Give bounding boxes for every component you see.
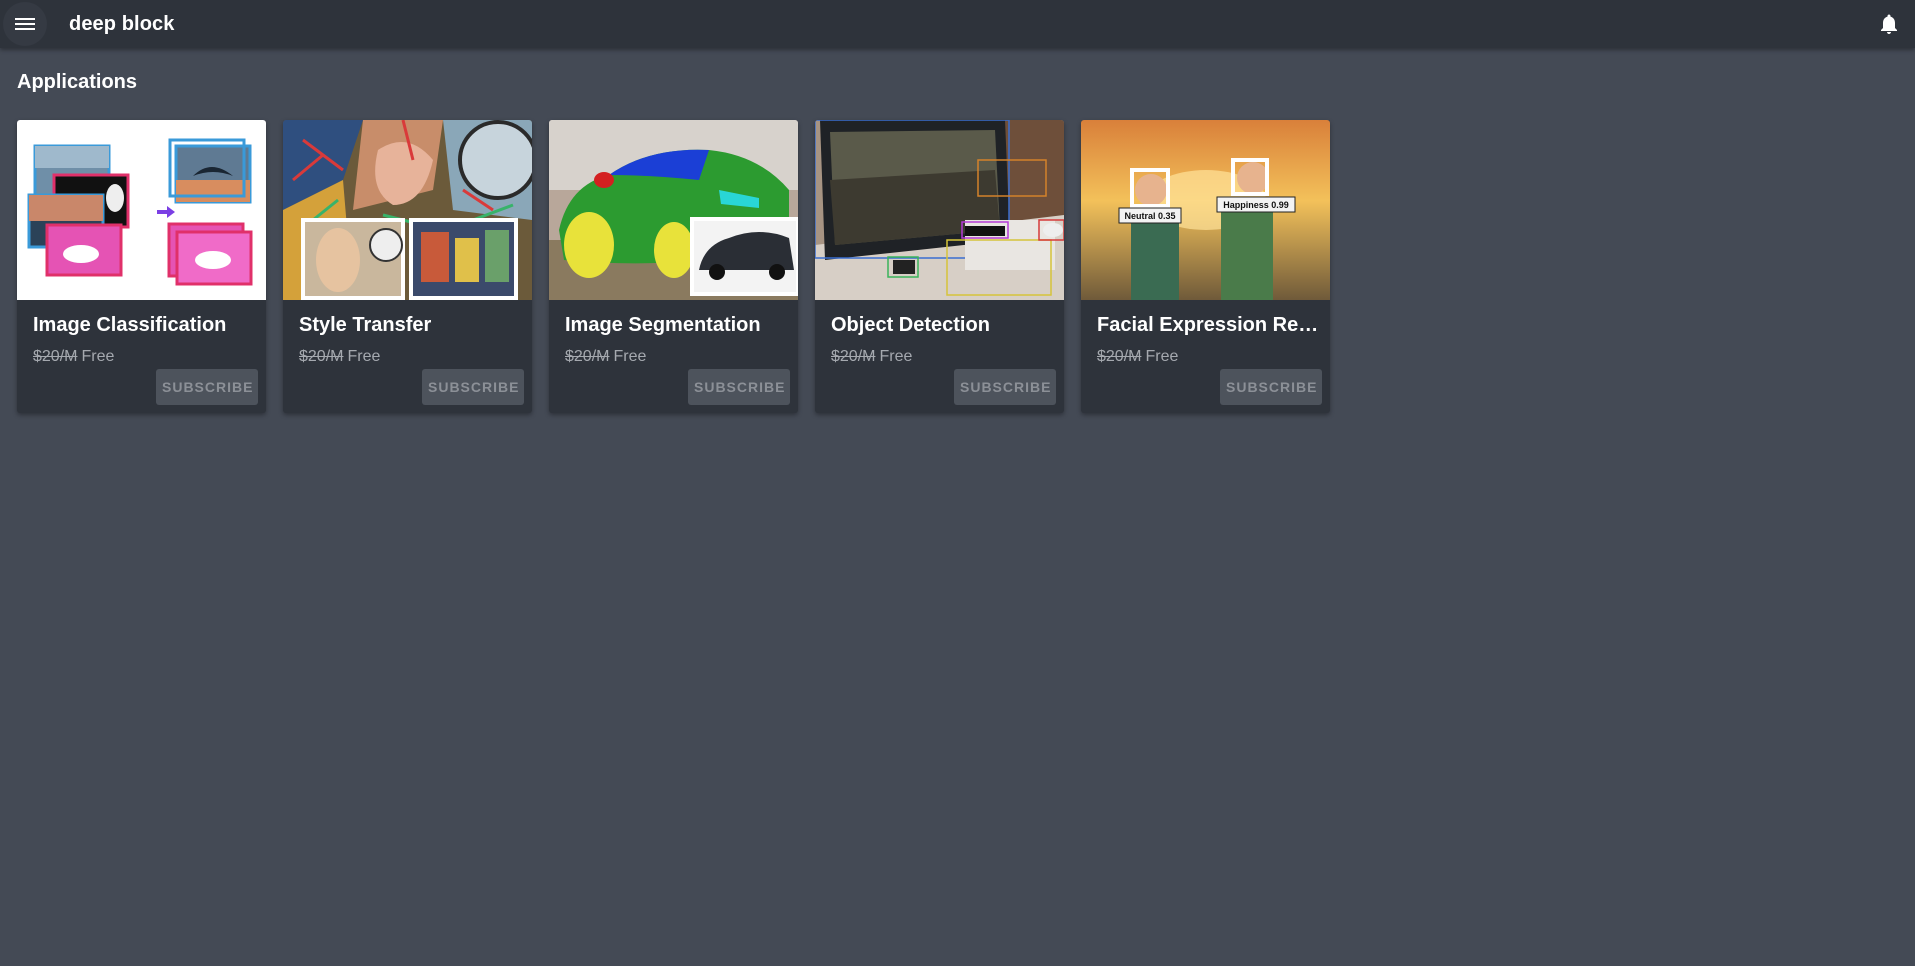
old-price: $20/M xyxy=(33,348,78,365)
current-price: Free xyxy=(347,348,381,365)
app-card-image-classification[interactable]: Image Classification $20/M Free SUBSCRIBE xyxy=(17,120,266,413)
current-price: Free xyxy=(613,348,647,365)
happiness-label: Happiness 0.99 xyxy=(1223,200,1289,210)
current-price: Free xyxy=(81,348,115,365)
old-price: $20/M xyxy=(565,348,610,365)
card-price: $20/M Free xyxy=(1097,348,1178,366)
subscribe-button[interactable]: SUBSCRIBE xyxy=(1220,369,1322,405)
app-card-image-segmentation[interactable]: Image Segmentation $20/M Free SUBSCRIBE xyxy=(549,120,798,413)
style-transfer-thumbnail xyxy=(283,120,532,300)
object-detection-thumbnail xyxy=(815,120,1064,300)
subscribe-button[interactable]: SUBSCRIBE xyxy=(688,369,790,405)
card-title: Image Segmentation xyxy=(565,314,761,336)
card-title: Image Classification xyxy=(33,314,227,336)
app-bar: deep block xyxy=(0,0,1915,48)
neutral-label: Neutral 0.35 xyxy=(1124,211,1175,221)
app-card-facial-expression-recognition[interactable]: Neutral 0.35 Happiness 0.99 Facial Expre… xyxy=(1081,120,1330,413)
card-price: $20/M Free xyxy=(299,348,380,366)
old-price: $20/M xyxy=(831,348,876,365)
card-price: $20/M Free xyxy=(831,348,912,366)
card-price: $20/M Free xyxy=(33,348,114,366)
current-price: Free xyxy=(1145,348,1179,365)
app-card-object-detection[interactable]: Object Detection $20/M Free SUBSCRIBE xyxy=(815,120,1064,413)
image-classification-thumbnail xyxy=(17,120,266,300)
card-title: Style Transfer xyxy=(299,314,432,336)
current-price: Free xyxy=(879,348,913,365)
bell-icon[interactable] xyxy=(1877,12,1901,36)
image-segmentation-thumbnail xyxy=(549,120,798,300)
menu-icon xyxy=(15,15,35,33)
old-price: $20/M xyxy=(1097,348,1142,365)
old-price: $20/M xyxy=(299,348,344,365)
subscribe-button[interactable]: SUBSCRIBE xyxy=(156,369,258,405)
menu-button[interactable] xyxy=(3,2,47,46)
applications-grid: Image Classification $20/M Free SUBSCRIBE… xyxy=(17,120,1330,413)
subscribe-button[interactable]: SUBSCRIBE xyxy=(422,369,524,405)
subscribe-button[interactable]: SUBSCRIBE xyxy=(954,369,1056,405)
app-card-style-transfer[interactable]: Style Transfer $20/M Free SUBSCRIBE xyxy=(283,120,532,413)
card-title: Facial Expression Recognition xyxy=(1097,314,1321,336)
card-price: $20/M Free xyxy=(565,348,646,366)
app-title: deep block xyxy=(69,12,175,35)
card-title: Object Detection xyxy=(831,314,990,336)
section-title: Applications xyxy=(17,71,138,93)
facial-expression-thumbnail: Neutral 0.35 Happiness 0.99 xyxy=(1081,120,1330,300)
